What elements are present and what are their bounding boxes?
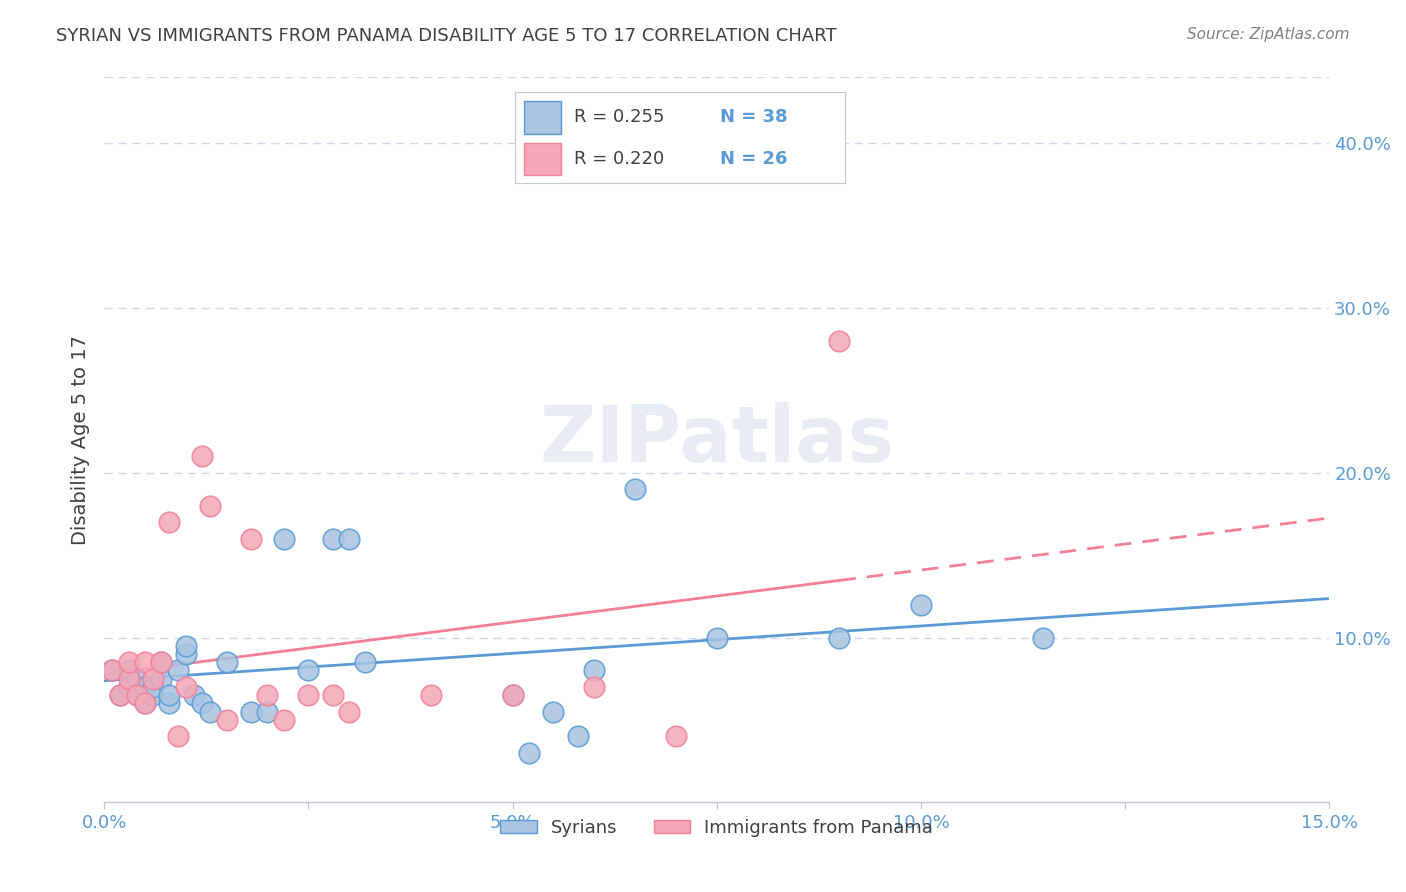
Point: [125, 688, 148, 702]
Point: [134, 655, 156, 669]
Point: [134, 680, 156, 694]
Point: [1032, 631, 1054, 645]
Point: [183, 688, 205, 702]
Point: [337, 705, 360, 719]
Point: [354, 655, 377, 669]
Point: [828, 631, 851, 645]
Point: [322, 688, 344, 702]
Point: [910, 598, 932, 612]
Point: [174, 680, 197, 694]
Point: [240, 705, 263, 719]
Point: [117, 680, 139, 694]
Point: [583, 680, 606, 694]
Point: [828, 334, 851, 348]
Point: [101, 664, 124, 678]
Point: [273, 713, 295, 727]
Point: [256, 688, 278, 702]
Point: [142, 688, 165, 702]
Point: [150, 655, 173, 669]
Point: [110, 688, 132, 702]
Text: ZIPatlas: ZIPatlas: [538, 402, 894, 478]
Point: [517, 746, 540, 760]
Point: [117, 664, 139, 678]
Point: [256, 705, 278, 719]
Point: [200, 499, 222, 513]
Point: [297, 688, 319, 702]
Point: [159, 688, 181, 702]
Point: [583, 664, 606, 678]
Point: [117, 672, 139, 686]
Point: [134, 697, 156, 711]
Point: [159, 515, 181, 529]
Point: [200, 705, 222, 719]
Point: [322, 532, 344, 546]
Point: [125, 672, 148, 686]
Legend: Syrians, Immigrants from Panama: Syrians, Immigrants from Panama: [494, 812, 941, 844]
Point: [706, 631, 728, 645]
Point: [134, 697, 156, 711]
Point: [502, 688, 524, 702]
Point: [174, 647, 197, 661]
Point: [215, 713, 238, 727]
Text: SYRIAN VS IMMIGRANTS FROM PANAMA DISABILITY AGE 5 TO 17 CORRELATION CHART: SYRIAN VS IMMIGRANTS FROM PANAMA DISABIL…: [56, 27, 837, 45]
Point: [142, 672, 165, 686]
Point: [125, 688, 148, 702]
Point: [419, 688, 441, 702]
Point: [543, 705, 565, 719]
Point: [337, 532, 360, 546]
Point: [159, 697, 181, 711]
Point: [101, 664, 124, 678]
Point: [624, 483, 647, 497]
Point: [297, 664, 319, 678]
Point: [117, 655, 139, 669]
Point: [502, 688, 524, 702]
Point: [174, 639, 197, 653]
Point: [110, 688, 132, 702]
Point: [665, 730, 688, 744]
Point: [150, 672, 173, 686]
Point: [191, 697, 214, 711]
Point: [142, 680, 165, 694]
Point: [166, 730, 188, 744]
Point: [215, 655, 238, 669]
Point: [273, 532, 295, 546]
Point: [240, 532, 263, 546]
Y-axis label: Disability Age 5 to 17: Disability Age 5 to 17: [72, 334, 90, 545]
Point: [191, 450, 214, 464]
Text: Source: ZipAtlas.com: Source: ZipAtlas.com: [1187, 27, 1350, 42]
Point: [166, 664, 188, 678]
Point: [150, 655, 173, 669]
Point: [567, 730, 589, 744]
